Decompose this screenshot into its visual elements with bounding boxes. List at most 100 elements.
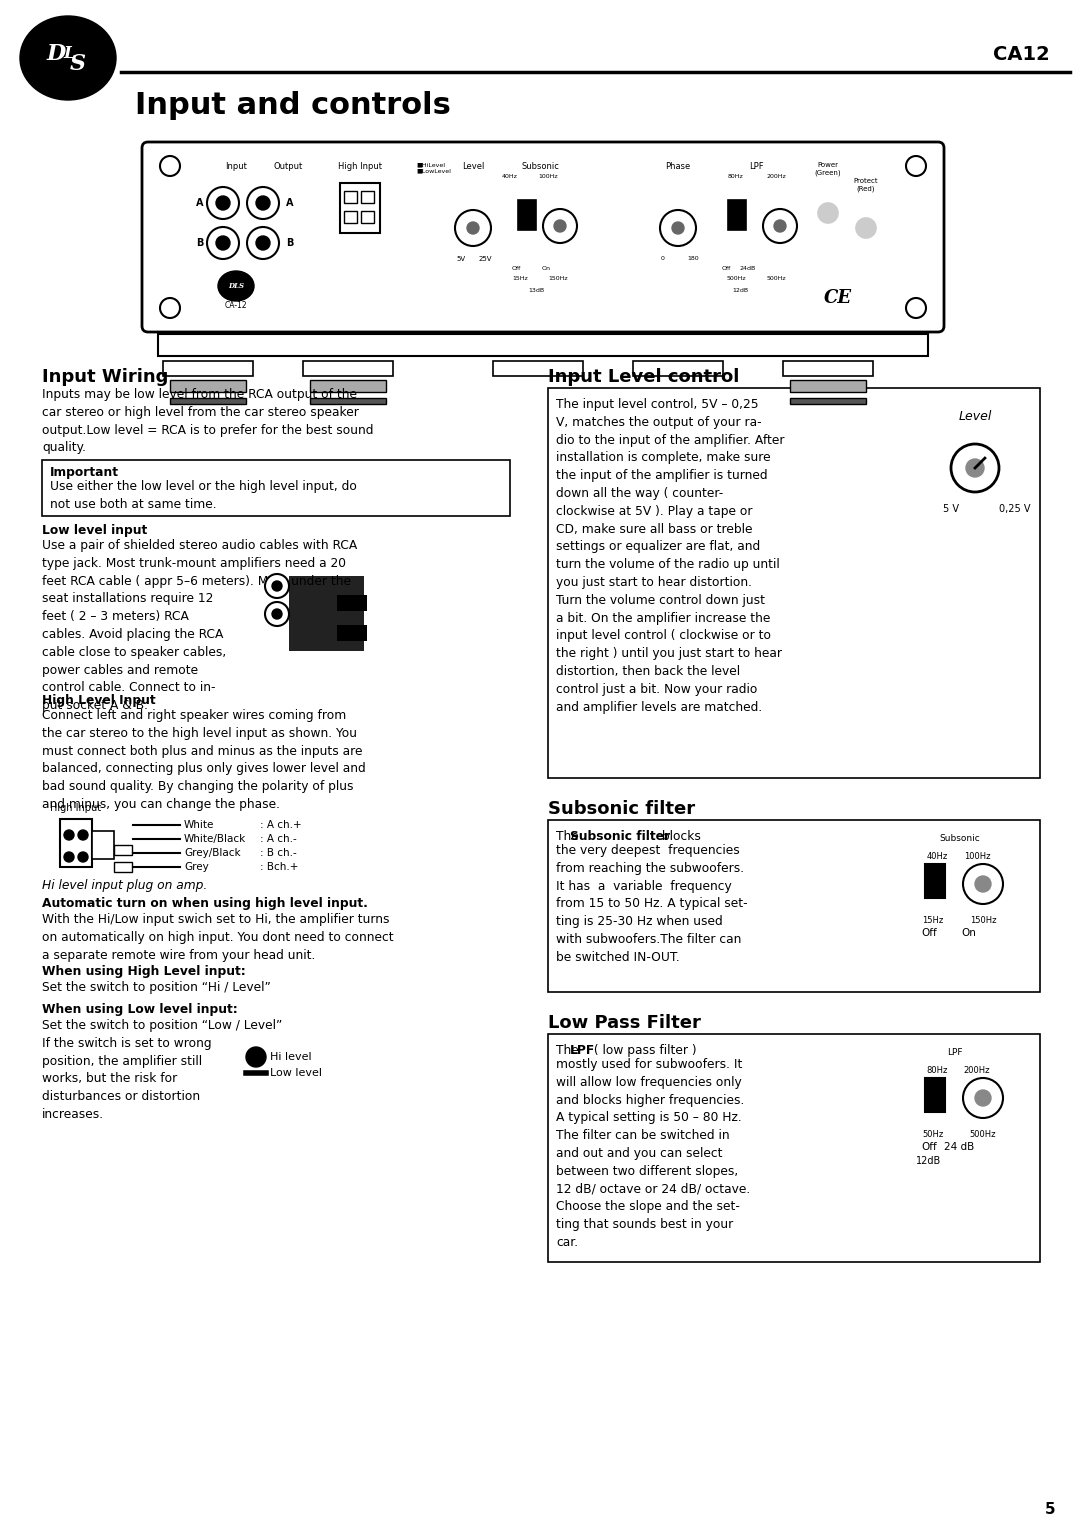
Bar (548, 388, 1040, 778)
Text: Output: Output (273, 162, 302, 171)
Circle shape (951, 445, 999, 492)
Circle shape (78, 830, 87, 840)
Text: Subsonic: Subsonic (940, 834, 981, 843)
Bar (728, 200, 746, 231)
Bar (345, 211, 357, 223)
Bar (783, 361, 873, 376)
Text: When using High Level input:: When using High Level input: (42, 966, 246, 978)
Text: B: B (197, 238, 204, 248)
Bar (92, 831, 114, 859)
Text: mostly used for subwoofers. It
will allow low frequencies only
and blocks higher: mostly used for subwoofers. It will allo… (556, 1057, 751, 1248)
Circle shape (78, 853, 87, 862)
Text: CE: CE (824, 289, 852, 307)
Text: Low level input: Low level input (42, 524, 147, 536)
Text: 24dB: 24dB (740, 266, 756, 270)
Circle shape (265, 602, 289, 626)
Text: High Input: High Input (338, 162, 382, 171)
Text: Level: Level (958, 410, 991, 423)
Bar (361, 191, 374, 203)
Bar (633, 361, 723, 376)
Circle shape (975, 876, 991, 892)
Text: Set the switch to position “Low / Level”
If the switch is set to wrong
position,: Set the switch to position “Low / Level”… (42, 1019, 282, 1122)
Text: 0: 0 (661, 257, 665, 261)
Text: CA-12: CA-12 (225, 301, 247, 310)
Text: Connect left and right speaker wires coming from
the car stereo to the high leve: Connect left and right speaker wires com… (42, 709, 366, 811)
Circle shape (216, 235, 230, 251)
Text: Low level: Low level (270, 1068, 322, 1077)
Bar (337, 594, 367, 611)
Text: Automatic turn on when using high level input.: Automatic turn on when using high level … (42, 897, 368, 911)
Text: 13dB: 13dB (528, 287, 544, 293)
Text: A: A (286, 199, 294, 208)
Ellipse shape (21, 15, 116, 99)
Text: 100Hz: 100Hz (538, 174, 557, 179)
Bar (518, 200, 536, 231)
Bar (548, 1034, 1040, 1262)
Circle shape (963, 1077, 1003, 1118)
Text: B: B (286, 238, 294, 248)
Text: 40Hz: 40Hz (927, 853, 947, 860)
Text: Off: Off (721, 266, 731, 270)
Bar (789, 397, 866, 403)
Circle shape (272, 581, 282, 591)
Text: White: White (184, 821, 214, 830)
Circle shape (554, 220, 566, 232)
Text: Off: Off (921, 927, 936, 938)
Text: The: The (556, 830, 582, 843)
Text: 50Hz: 50Hz (922, 1131, 944, 1138)
Circle shape (543, 209, 577, 243)
Text: Input: Input (225, 162, 247, 171)
Text: 15Hz: 15Hz (512, 277, 528, 281)
Text: 40Hz: 40Hz (502, 174, 518, 179)
Text: Phase: Phase (665, 162, 690, 171)
Circle shape (246, 1047, 266, 1067)
Text: 5: 5 (1044, 1502, 1055, 1517)
Text: 200Hz: 200Hz (766, 174, 786, 179)
Text: Use either the low level or the high level input, do
not use both at same time.: Use either the low level or the high lev… (50, 480, 356, 510)
Text: High Input: High Input (50, 804, 102, 813)
Text: 5 V: 5 V (943, 504, 959, 513)
Text: : B ch.-: : B ch.- (260, 848, 297, 859)
Text: DLS: DLS (228, 283, 244, 290)
Text: 24 dB: 24 dB (944, 1141, 974, 1152)
Text: ( low pass filter ): ( low pass filter ) (590, 1044, 697, 1057)
Circle shape (975, 1089, 991, 1106)
Text: With the Hi/Low input swich set to Hi, the amplifier turns
on automatically on h: With the Hi/Low input swich set to Hi, t… (42, 914, 393, 961)
Text: 80Hz: 80Hz (927, 1067, 947, 1076)
Text: On: On (541, 266, 551, 270)
Text: LPF: LPF (748, 162, 764, 171)
Circle shape (672, 222, 684, 234)
Text: High Level Input: High Level Input (42, 694, 156, 707)
Text: Subsonic filter: Subsonic filter (548, 801, 696, 817)
Text: 12dB: 12dB (916, 1157, 942, 1166)
Circle shape (64, 830, 75, 840)
Circle shape (216, 196, 230, 209)
Text: CA12: CA12 (994, 46, 1050, 64)
Text: When using Low level input:: When using Low level input: (42, 1002, 238, 1016)
Text: Subsonic: Subsonic (521, 162, 559, 171)
Text: Grey: Grey (184, 862, 208, 872)
Text: LPF: LPF (570, 1044, 595, 1057)
Text: Level: Level (462, 162, 484, 171)
Circle shape (774, 220, 786, 232)
Circle shape (660, 209, 696, 246)
Bar (163, 361, 253, 376)
Bar (170, 380, 246, 393)
Bar (310, 380, 386, 393)
Text: 500Hz: 500Hz (726, 277, 746, 281)
Text: 5V: 5V (457, 257, 465, 261)
Text: 12dB: 12dB (732, 287, 748, 293)
Circle shape (272, 610, 282, 619)
Text: White/Black: White/Black (184, 834, 246, 843)
Circle shape (963, 863, 1003, 905)
Text: Important: Important (50, 466, 119, 478)
Bar (42, 460, 510, 516)
Bar (548, 821, 1040, 992)
Circle shape (265, 575, 289, 597)
Bar (345, 191, 357, 203)
Text: Off: Off (511, 266, 521, 270)
Text: A: A (197, 199, 204, 208)
Text: 150Hz: 150Hz (970, 915, 996, 924)
Text: Power
(Green): Power (Green) (814, 162, 841, 176)
Text: Input and controls: Input and controls (135, 90, 450, 119)
